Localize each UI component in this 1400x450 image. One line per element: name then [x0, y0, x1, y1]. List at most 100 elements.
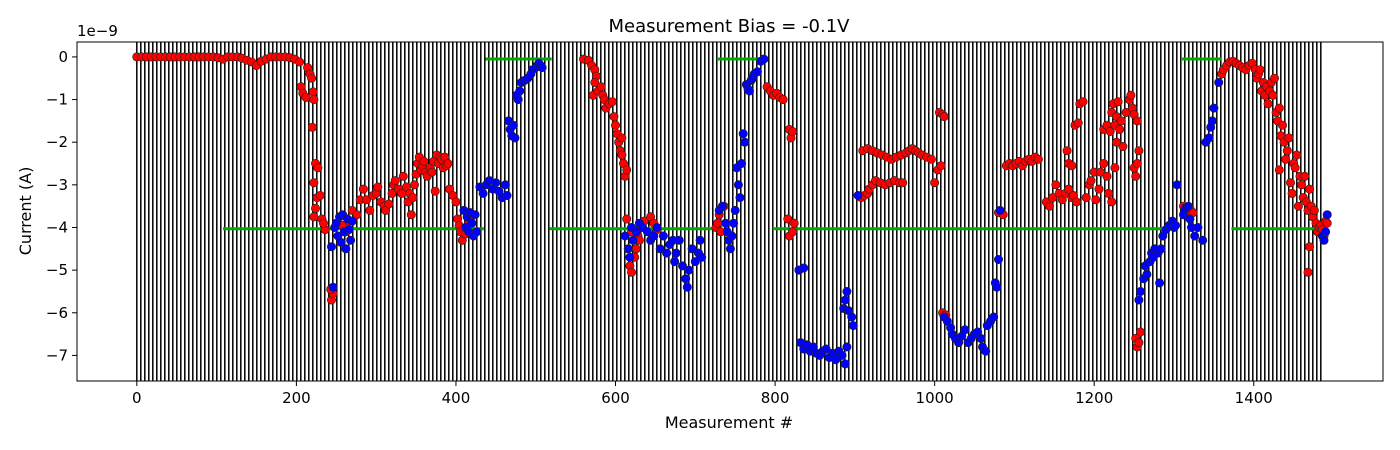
- blue-point: [537, 63, 547, 73]
- red-point: [307, 73, 317, 83]
- red-point: [1305, 242, 1315, 252]
- red-point: [1134, 338, 1144, 348]
- blue-point: [721, 218, 731, 228]
- red-point: [309, 212, 319, 222]
- red-point: [1263, 99, 1273, 109]
- blue-point: [1172, 180, 1182, 190]
- y-tick-label: −7: [46, 346, 68, 364]
- blue-point: [1190, 231, 1200, 241]
- red-point: [1322, 218, 1332, 228]
- blue-point: [752, 67, 762, 77]
- blue-point: [992, 282, 1002, 292]
- red-point: [617, 133, 627, 143]
- blue-point: [740, 137, 750, 147]
- blue-point: [759, 54, 769, 64]
- y-tick-label: −6: [46, 304, 68, 322]
- red-point: [610, 120, 620, 130]
- red-point: [1300, 171, 1310, 181]
- blue-point: [1209, 103, 1219, 113]
- blue-point: [729, 218, 739, 228]
- red-point: [1286, 178, 1296, 188]
- x-tick-label: 600: [601, 389, 630, 407]
- blue-point: [347, 216, 357, 226]
- blue-point: [684, 265, 694, 275]
- blue-point: [744, 86, 754, 96]
- blue-point: [649, 231, 659, 241]
- blue-point: [840, 359, 850, 369]
- red-point: [318, 218, 328, 228]
- blue-point: [631, 227, 641, 237]
- red-point: [1094, 184, 1104, 194]
- blue-point: [1142, 269, 1152, 279]
- blue-point: [1156, 244, 1166, 254]
- red-point: [427, 167, 437, 177]
- red-point: [898, 178, 908, 188]
- red-point: [1255, 65, 1265, 75]
- blue-point: [976, 333, 986, 343]
- blue-point: [981, 346, 991, 356]
- blue-point: [623, 244, 633, 254]
- blue-point: [725, 244, 735, 254]
- red-point: [451, 197, 461, 207]
- red-point: [596, 82, 606, 92]
- blue-point: [682, 282, 692, 292]
- blue-point: [1214, 78, 1224, 88]
- blue-point: [848, 321, 858, 331]
- red-point: [1110, 163, 1120, 173]
- red-point: [1282, 146, 1292, 156]
- red-point: [1292, 150, 1302, 160]
- blue-point: [1185, 214, 1195, 224]
- blue-point: [658, 231, 668, 241]
- x-tick-label: 200: [282, 389, 311, 407]
- red-point: [1033, 154, 1043, 164]
- blue-point: [1193, 223, 1203, 233]
- red-point: [307, 122, 317, 132]
- red-point: [1062, 146, 1072, 156]
- blue-point: [674, 235, 684, 245]
- red-point: [315, 191, 325, 201]
- y-tick-label: −3: [46, 176, 68, 194]
- blue-point: [341, 244, 351, 254]
- blue-point: [995, 205, 1005, 215]
- y-tick-label: −1: [46, 91, 68, 109]
- x-axis-label: Measurement #: [665, 413, 793, 432]
- red-point: [930, 178, 940, 188]
- plot-frame: [76, 41, 1384, 382]
- blue-point: [1207, 116, 1217, 126]
- blue-point: [642, 227, 652, 237]
- y-tick-label: 0: [58, 48, 68, 66]
- red-point: [1048, 193, 1058, 203]
- red-point: [778, 95, 788, 105]
- blue-point: [662, 248, 672, 258]
- blue-point: [853, 191, 863, 201]
- red-point: [617, 150, 627, 160]
- blue-point: [730, 205, 740, 215]
- red-point: [1116, 116, 1126, 126]
- blue-point: [620, 231, 630, 241]
- red-point: [626, 267, 636, 277]
- red-point: [1126, 90, 1136, 100]
- blue-point: [677, 261, 687, 271]
- blue-point: [847, 312, 857, 322]
- blue-point: [470, 210, 480, 220]
- red-point: [295, 57, 305, 67]
- red-point: [1051, 180, 1061, 190]
- red-point: [408, 193, 418, 203]
- red-point: [390, 176, 400, 186]
- y-tick-label: −4: [46, 218, 68, 236]
- blue-point: [491, 178, 501, 188]
- blue-point: [1183, 201, 1193, 211]
- blue-point: [717, 201, 727, 211]
- blue-point: [500, 180, 510, 190]
- red-point: [310, 203, 320, 213]
- red-point: [1274, 103, 1284, 113]
- blue-point: [799, 263, 809, 273]
- red-point: [939, 112, 949, 122]
- red-point: [1086, 176, 1096, 186]
- blue-point: [993, 255, 1003, 265]
- red-point: [1112, 137, 1122, 147]
- red-point: [1309, 205, 1319, 215]
- blue-point: [336, 237, 346, 247]
- red-point: [1268, 90, 1278, 100]
- red-point: [1067, 161, 1077, 171]
